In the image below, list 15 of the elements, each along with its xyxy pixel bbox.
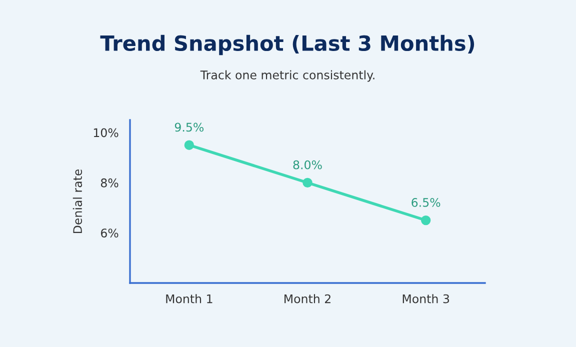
x-tick-label: Month 3 bbox=[402, 294, 450, 304]
point bbox=[420, 215, 431, 226]
y-tick-label: 6% bbox=[100, 228, 118, 238]
y-tick-label: 8% bbox=[100, 178, 118, 188]
x-tick-label: Month 2 bbox=[284, 294, 330, 304]
data-label: 6.5% bbox=[412, 198, 440, 207]
x-tick-label: Month 1 bbox=[166, 294, 212, 304]
y-axis-title: Denial rate bbox=[72, 169, 82, 234]
chart-title: Trend Snapshot (Last 3 Months) bbox=[100, 34, 474, 56]
data-label: 8.0% bbox=[293, 160, 322, 170]
y-tick-label: 10% bbox=[94, 128, 118, 138]
point bbox=[184, 140, 194, 150]
point bbox=[302, 178, 312, 188]
data-label: 9.5% bbox=[174, 122, 204, 132]
chart-subtitle: Track one metric consistently. bbox=[200, 70, 374, 82]
